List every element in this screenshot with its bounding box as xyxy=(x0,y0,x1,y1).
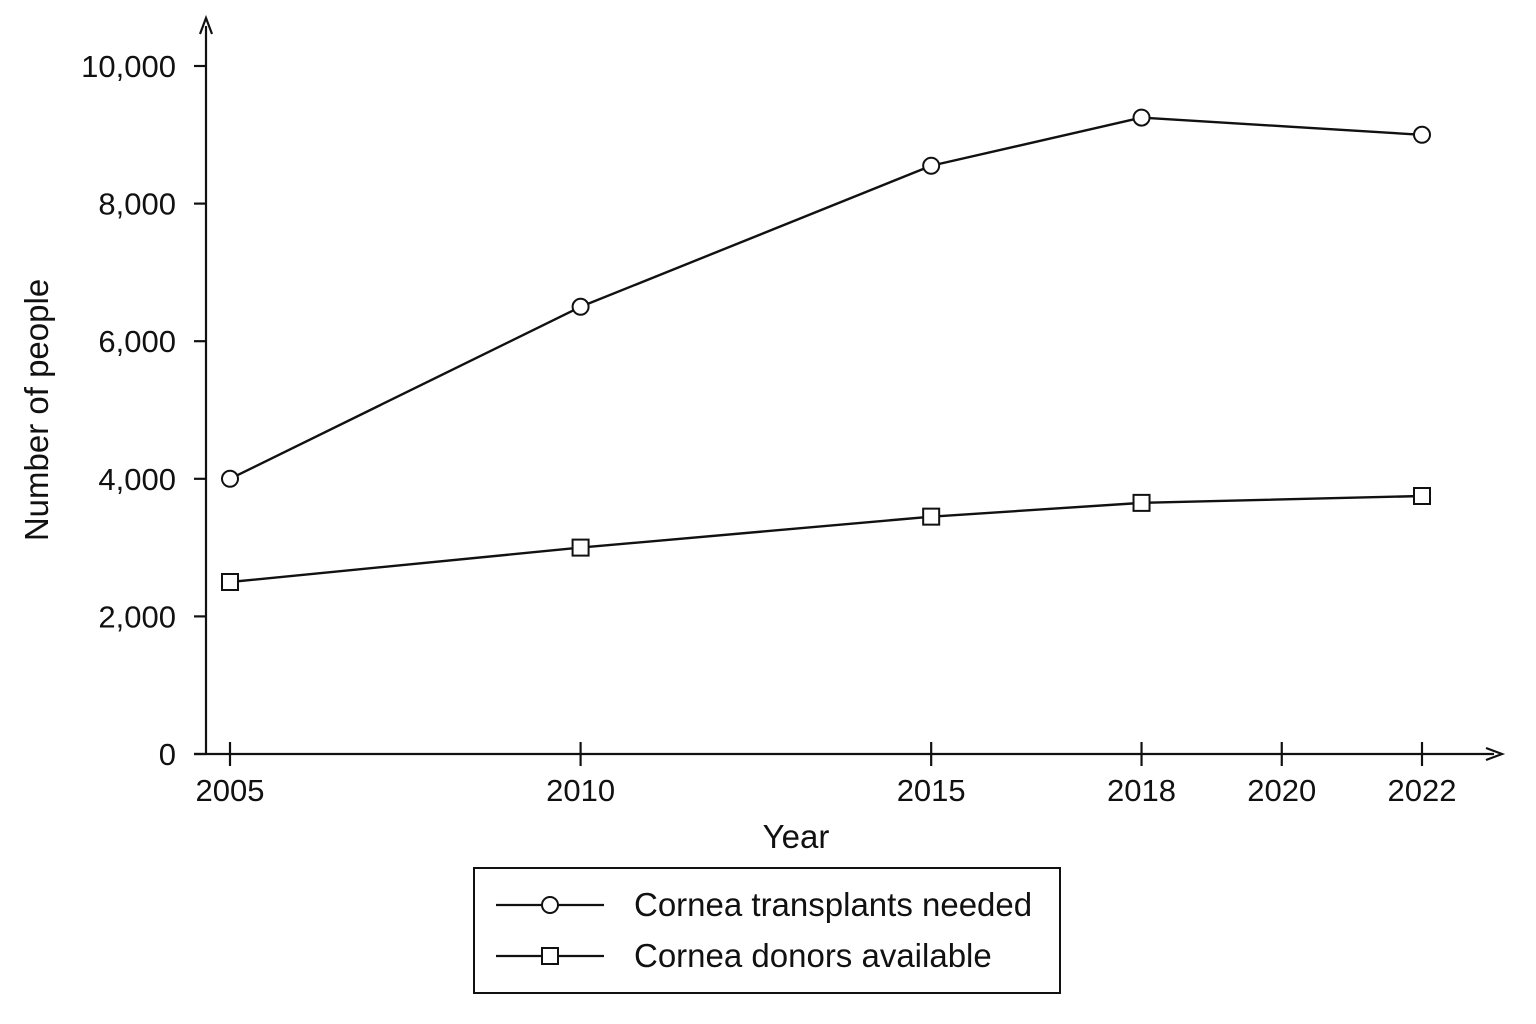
x-ticks: 2005 2010 2015 2018 2020 2022 xyxy=(196,742,1457,808)
series-line-1 xyxy=(229,494,1423,584)
x-tick-label-2022: 2022 xyxy=(1388,773,1457,808)
series-1-point-2010 xyxy=(571,538,590,557)
y-tick-label-0: 0 xyxy=(159,737,176,772)
series-0-point-2010 xyxy=(571,297,590,316)
legend: Cornea transplants needed Cornea donors … xyxy=(473,867,1061,994)
legend-marker-circle xyxy=(541,896,559,914)
series-0-point-2015 xyxy=(922,156,941,175)
y-tick-label-6000: 6,000 xyxy=(98,324,176,359)
series-0-point-2018 xyxy=(1132,108,1151,127)
legend-marker-square xyxy=(541,947,559,965)
y-axis-label: Number of people xyxy=(18,279,55,541)
series-line-0 xyxy=(229,116,1423,480)
series-0-point-2005 xyxy=(221,469,239,488)
y-tick-label-4000: 4,000 xyxy=(98,462,176,497)
x-axis-label: Year xyxy=(763,818,830,855)
y-tick-label-8000: 8,000 xyxy=(98,187,176,222)
x-tick-label-2020: 2020 xyxy=(1247,773,1316,808)
series-1-point-2018 xyxy=(1132,493,1151,512)
series-layer xyxy=(221,108,1431,591)
legend-label-donors: Cornea donors available xyxy=(634,937,992,974)
x-tick-label-2015: 2015 xyxy=(897,773,966,808)
y-tick-label-2000: 2,000 xyxy=(98,599,176,634)
series-1-point-2015 xyxy=(922,507,941,526)
x-tick-label-2010: 2010 xyxy=(546,773,615,808)
y-ticks: 0 2,000 4,000 6,000 8,000 10,000 xyxy=(81,49,206,772)
x-tick-label-2018: 2018 xyxy=(1107,773,1176,808)
series-1-point-2022 xyxy=(1413,487,1431,505)
x-tick-label-2005: 2005 xyxy=(196,773,265,808)
x-axis-arrow xyxy=(1485,746,1506,762)
axes xyxy=(194,14,1506,762)
series-0-point-2022 xyxy=(1413,125,1431,144)
legend-box xyxy=(473,867,1061,994)
legend-label-needed: Cornea transplants needed xyxy=(634,886,1032,923)
series-1-point-2005 xyxy=(221,573,239,591)
y-tick-label-10000: 10,000 xyxy=(81,49,176,84)
y-axis-arrow xyxy=(198,14,214,35)
